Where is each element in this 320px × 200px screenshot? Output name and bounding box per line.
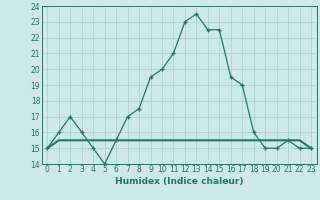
X-axis label: Humidex (Indice chaleur): Humidex (Indice chaleur) — [115, 177, 244, 186]
